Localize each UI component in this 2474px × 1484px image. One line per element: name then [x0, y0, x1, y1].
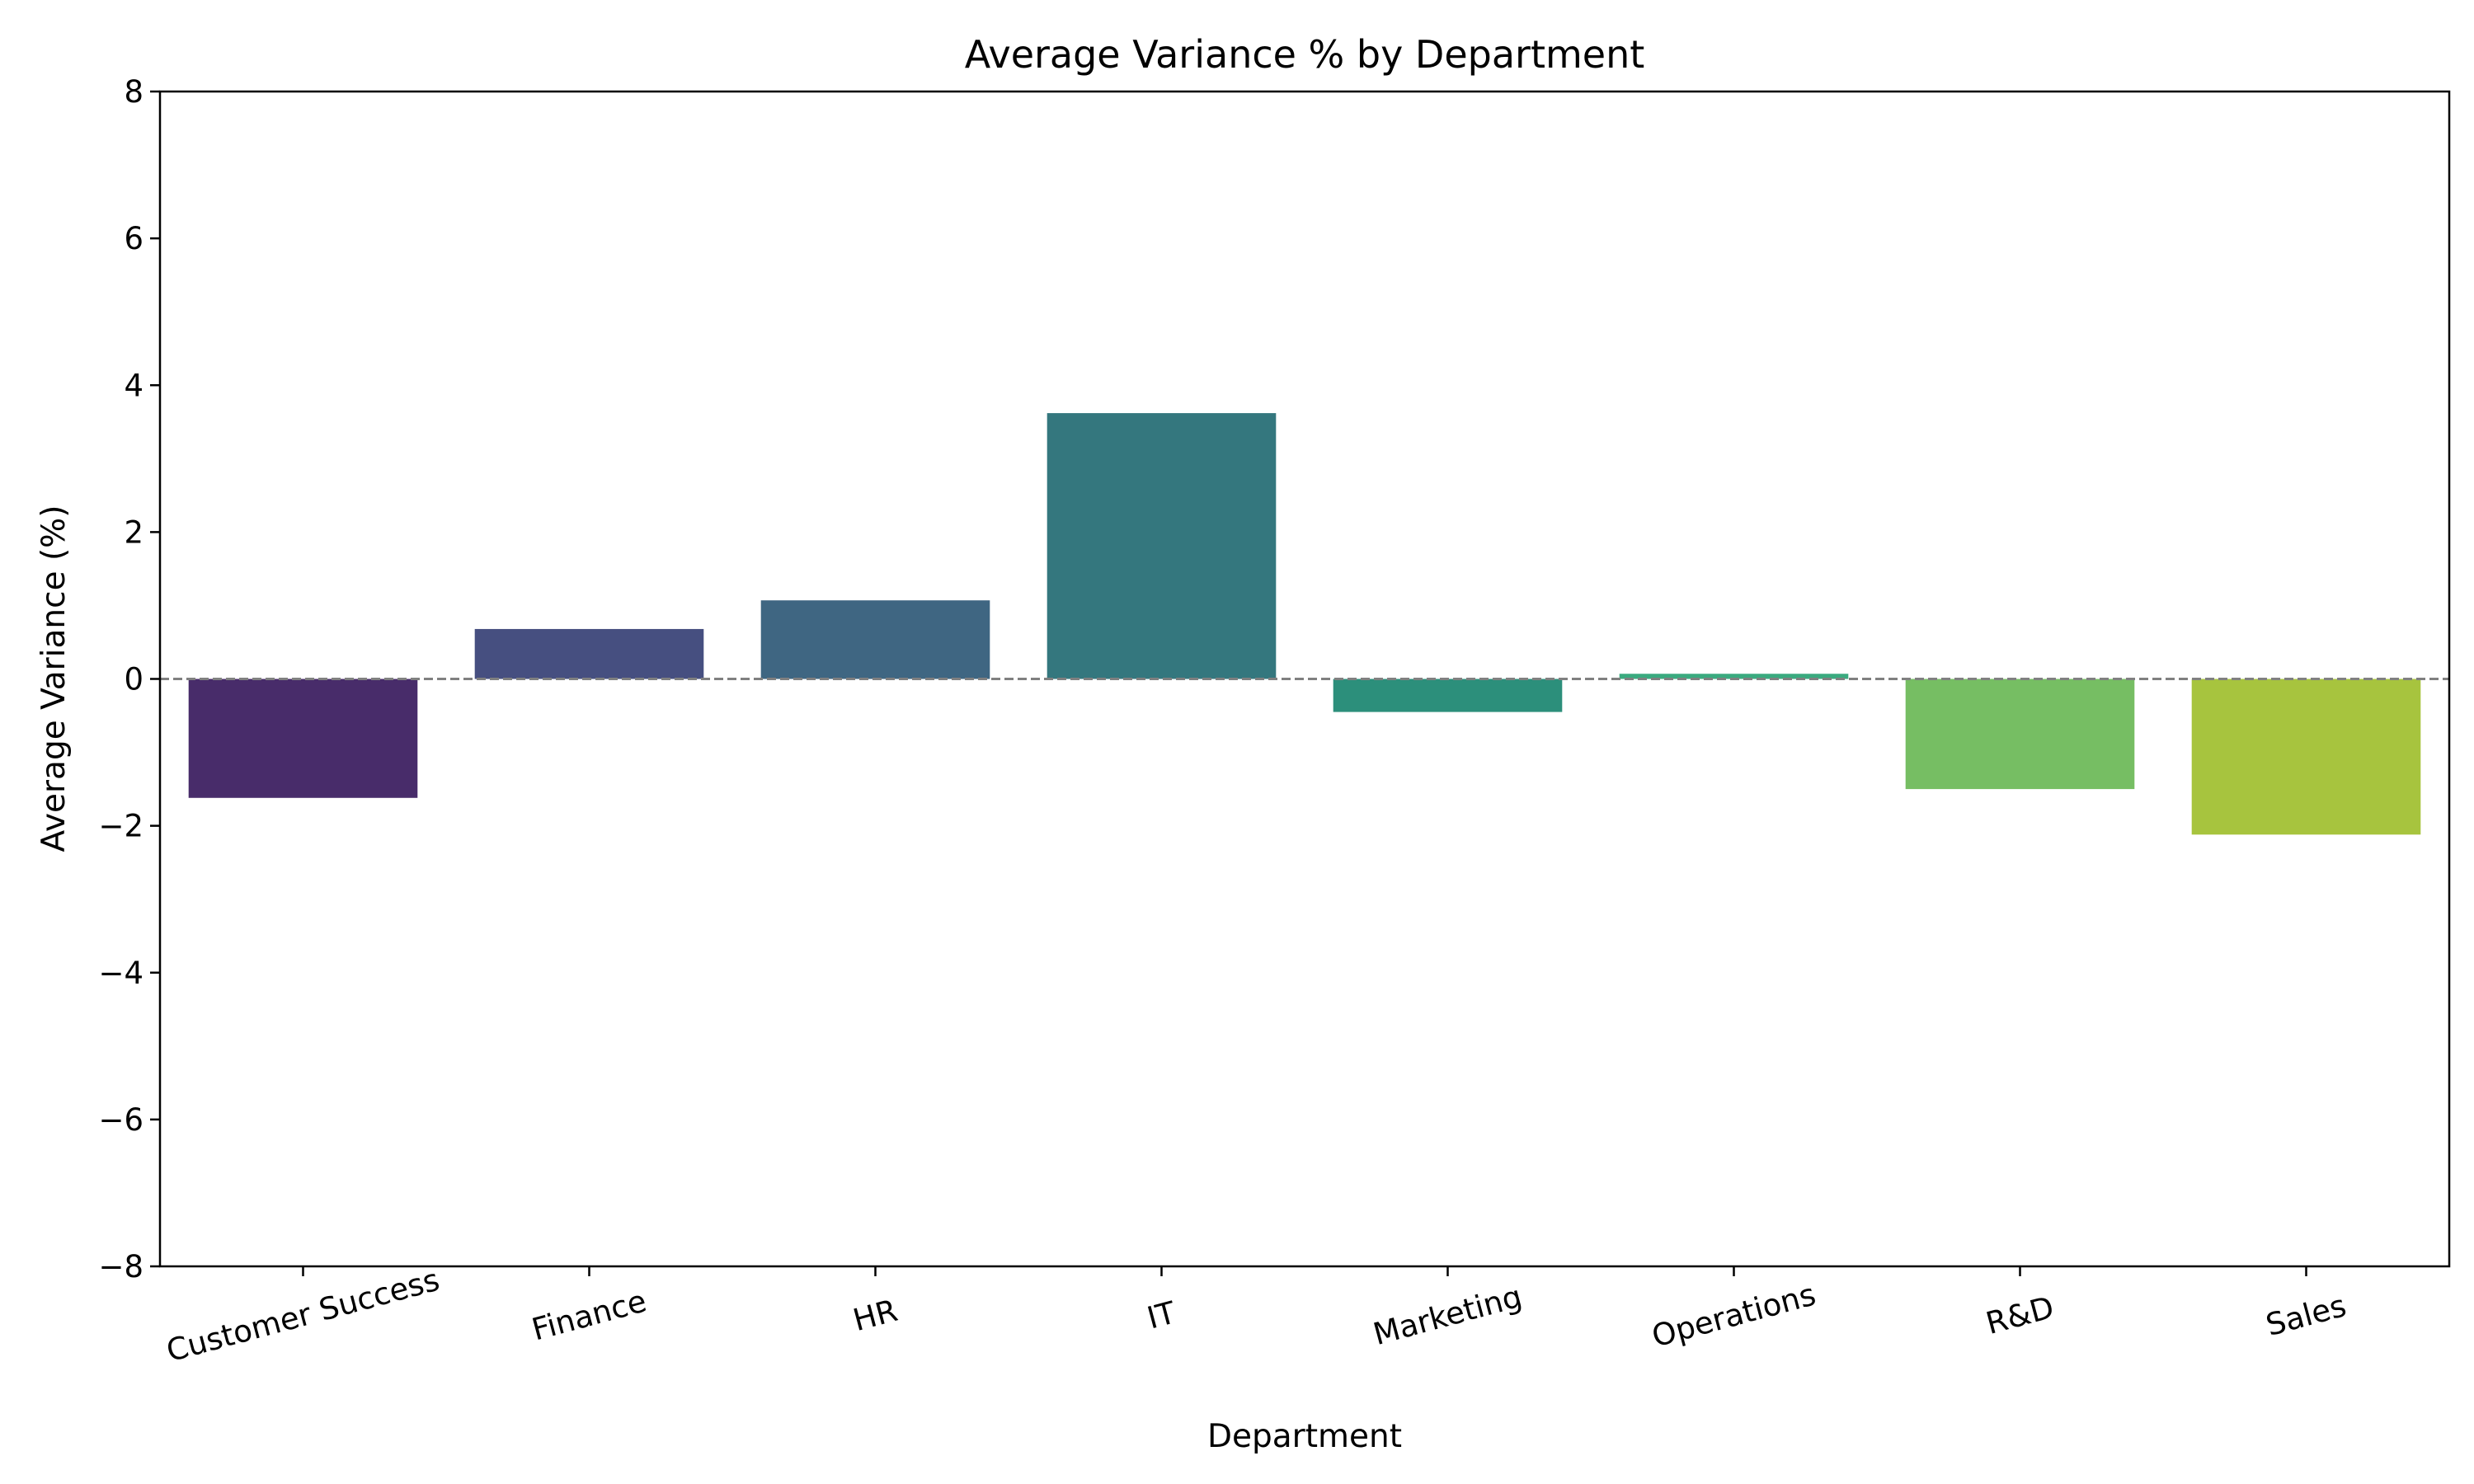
bar-hr: [760, 600, 990, 679]
x-tick-label: HR: [849, 1293, 901, 1338]
x-tick-label: Sales: [2262, 1288, 2349, 1343]
x-tick-label: R&D: [1982, 1289, 2058, 1341]
y-tick-label: 2: [124, 514, 143, 550]
bar-sales: [2191, 679, 2421, 835]
y-tick-label: 4: [124, 368, 143, 403]
x-tick-label: Operations: [1649, 1276, 1820, 1354]
y-tick-label: −4: [98, 956, 143, 991]
bar-r-d: [1905, 679, 2135, 790]
bar-marketing: [1333, 679, 1563, 712]
y-tick-label: −6: [98, 1102, 143, 1138]
bar-finance: [474, 628, 704, 679]
x-axis-label: Department: [1207, 1418, 1402, 1455]
y-tick-label: 0: [124, 662, 143, 697]
x-tick-label: Marketing: [1370, 1279, 1526, 1352]
bar-customer-success: [188, 679, 418, 798]
bars-group: [188, 413, 2421, 835]
x-axis: Customer Success Finance HR IT Marketing Oper…: [162, 1262, 2349, 1369]
y-tick-label: −2: [98, 809, 143, 844]
y-tick-label: 6: [124, 221, 143, 256]
y-axis: −8 −6 −4 −2 0 2 4 6 8: [98, 74, 160, 1284]
chart-title: Average Variance % by Department: [965, 32, 1645, 77]
y-tick-label: −8: [98, 1249, 143, 1284]
y-axis-label: Average Variance (%): [35, 505, 73, 852]
y-tick-label: 8: [124, 74, 143, 110]
x-tick-label: Customer Success: [162, 1262, 443, 1369]
bar-operations: [1619, 674, 1849, 679]
x-tick-label: IT: [1144, 1294, 1180, 1336]
bar-it: [1047, 413, 1277, 679]
x-tick-label: Finance: [528, 1283, 650, 1347]
